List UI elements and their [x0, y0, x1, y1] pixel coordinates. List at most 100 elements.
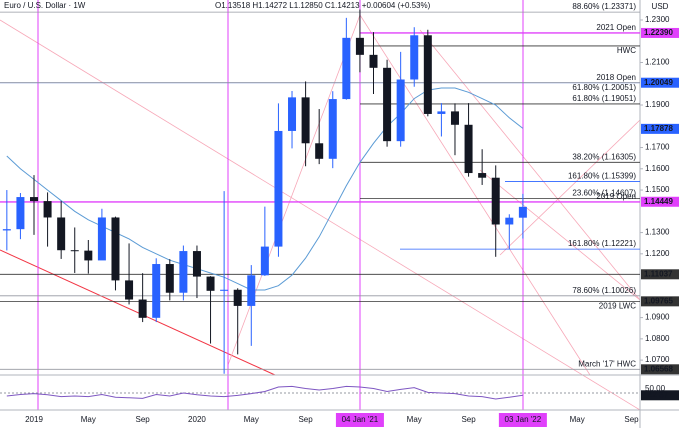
- x-tick-label: 2019: [25, 415, 43, 424]
- level-label: 78.60% (1.10026): [572, 286, 636, 295]
- candle-body: [206, 276, 215, 291]
- candle-body: [478, 173, 487, 178]
- candle-body: [2, 229, 11, 231]
- level-label: March '17' HWC: [578, 359, 636, 368]
- x-label-highlight: [335, 413, 384, 427]
- price-badge: [641, 269, 679, 280]
- candle-body: [152, 264, 161, 318]
- y-tick-label: 1.0700: [645, 355, 670, 364]
- level-label: 61.80% (1.20051): [572, 83, 636, 92]
- x-label-highlight: [498, 413, 547, 427]
- candle-body: [43, 201, 52, 218]
- price-badge: [641, 27, 679, 38]
- candle-body: [328, 99, 337, 159]
- y-tick-label: 1.1200: [645, 249, 670, 258]
- candle-body: [97, 217, 106, 261]
- candle-body: [288, 97, 297, 131]
- price-badge-label: 1.20049: [644, 78, 673, 87]
- level-label: 2019 Open: [596, 192, 636, 201]
- y-tick-label: 1.1700: [645, 143, 670, 152]
- candle-body: [437, 111, 446, 114]
- y-tick-label: 1.1300: [645, 228, 670, 237]
- price-badge-label: 1.09765: [644, 296, 673, 305]
- moving-average: [6, 87, 524, 291]
- y-tick-label: 1.2300: [645, 15, 670, 24]
- candle-body: [518, 206, 527, 218]
- price-badge-label: 1.11037: [644, 269, 673, 278]
- x-tick-label: 03 Jan '22: [505, 415, 542, 424]
- price-badge: [641, 123, 679, 134]
- price-badge: [641, 196, 679, 207]
- x-tick-label: May: [570, 415, 585, 424]
- candle-body: [165, 264, 174, 293]
- price-badge-label: 1.22390: [644, 28, 673, 37]
- y-tick-label: 1.1600: [645, 164, 670, 173]
- candle-body: [70, 250, 79, 252]
- x-tick-label: May: [407, 415, 422, 424]
- level-label: 23.60% (1.14607): [572, 189, 636, 198]
- level-label: 161.80% (1.15399): [568, 172, 636, 181]
- y-tick-label: 1.0900: [645, 313, 670, 322]
- candle-body: [396, 79, 405, 142]
- x-tick-label: 2020: [188, 415, 206, 424]
- candle-body: [138, 299, 147, 318]
- candle-body: [16, 197, 25, 230]
- candle-body: [410, 35, 419, 80]
- level-label: 2018 Open: [596, 73, 636, 82]
- x-tick-label: May: [244, 415, 259, 424]
- x-tick-label: May: [81, 415, 96, 424]
- chart-title: Euro / U.S. Dollar · 1W: [4, 1, 86, 10]
- x-tick-label: Sep: [624, 415, 639, 424]
- x-tick-label: Sep: [298, 415, 313, 424]
- y-tick-label: 1.0800: [645, 334, 670, 343]
- x-tick-label: Sep: [136, 415, 151, 424]
- price-badge-label: 1.14449: [644, 197, 673, 206]
- x-tick-label: 04 Jan '21: [342, 415, 379, 424]
- price-badge: [641, 296, 679, 307]
- y-tick-label: 1.1500: [645, 185, 670, 194]
- candle-body: [57, 217, 66, 251]
- candle-body: [125, 280, 134, 300]
- candle-body: [464, 124, 473, 174]
- price-badge: [641, 77, 679, 88]
- candle-body: [30, 197, 38, 202]
- candle-body: [247, 275, 256, 306]
- candle-body: [383, 67, 392, 142]
- candle-body: [342, 37, 351, 100]
- level-label: 38.20% (1.16305): [572, 152, 636, 161]
- candle-body: [111, 217, 120, 281]
- trendlines: [0, 14, 641, 411]
- candle-body: [192, 251, 201, 277]
- candle-body: [274, 130, 283, 247]
- candle-body: [315, 143, 324, 159]
- level-label: 2019 LWC: [599, 301, 636, 310]
- ohlc-header: O1.13518 H1.14272 L1.12850 C1.14213 +0.0…: [215, 1, 431, 10]
- candle-body: [179, 251, 188, 293]
- level-label: 61.80% (1.19051): [572, 94, 636, 103]
- unit-label: USD: [652, 2, 669, 11]
- candle-body: [450, 111, 459, 125]
- candle-body: [355, 37, 364, 55]
- y-tick-label: 1.2100: [645, 58, 670, 67]
- candle-body: [369, 54, 378, 68]
- price-badge-label: 1.06568: [644, 364, 673, 373]
- candle-body: [220, 289, 229, 291]
- level-label: HWC: [617, 46, 636, 55]
- rsi-badge-label: 42.37: [648, 390, 669, 399]
- level-label: 2021 Open: [596, 23, 636, 32]
- candle-body: [84, 250, 93, 261]
- price-badge: [641, 364, 679, 375]
- level-label: 88.60% (1.23371): [572, 2, 636, 11]
- rsi-line: [6, 385, 523, 400]
- y-tick-label: 1.1900: [645, 100, 670, 109]
- candle-body: [233, 289, 242, 306]
- rsi-badge: [641, 390, 679, 401]
- price-badge-label: 1.17878: [644, 124, 673, 133]
- candle-body: [260, 246, 269, 276]
- candle-body: [423, 35, 432, 114]
- candle-body: [491, 177, 500, 225]
- rsi-mid-label: 50.00: [645, 384, 666, 393]
- candle-body: [505, 217, 514, 225]
